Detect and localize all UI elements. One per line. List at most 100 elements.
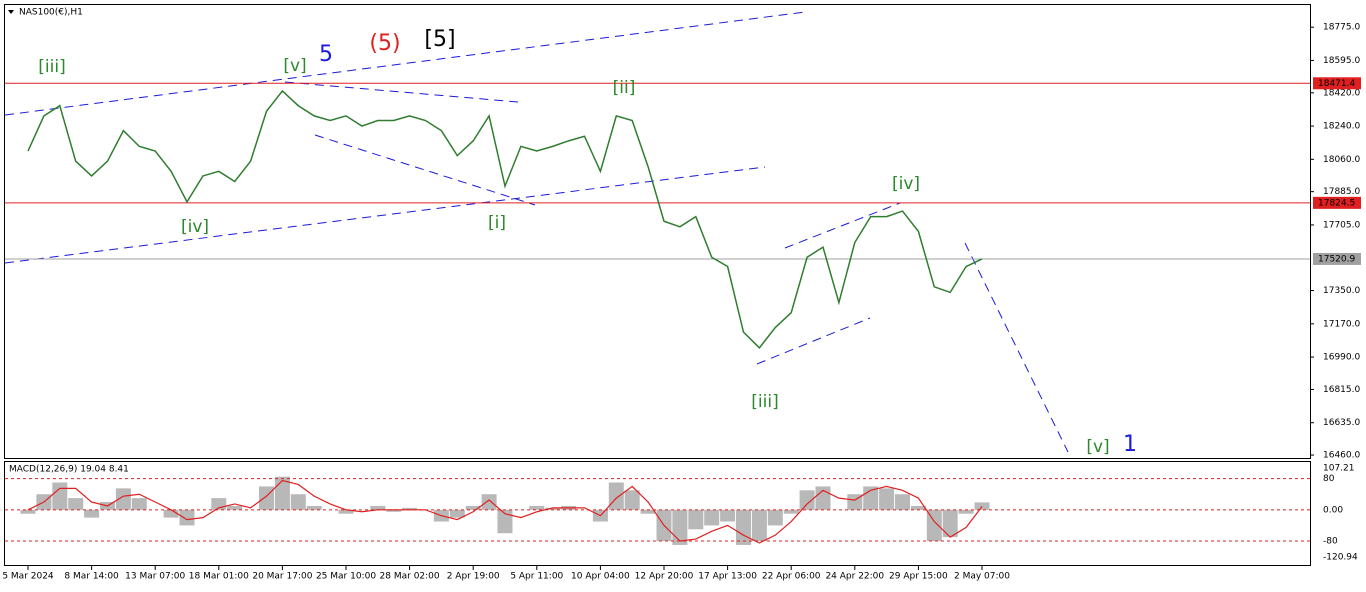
y-tick-label: 16815.0: [1323, 385, 1360, 395]
wave-label: [v]: [1086, 437, 1109, 457]
wave-label: 5: [319, 42, 333, 67]
macd-bar: [720, 509, 736, 522]
x-tick-label: 22 Apr 06:00: [762, 572, 821, 582]
y-tick-label: 0.00: [1323, 505, 1343, 515]
macd-bar: [783, 509, 799, 514]
x-tick-label: 17 Apr 13:00: [698, 572, 757, 582]
macd-bar: [338, 509, 354, 514]
y-tick-label: 18420.0: [1323, 88, 1360, 98]
x-tick-label: 25 Mar 10:00: [316, 572, 376, 582]
y-tick-label: 18595.0: [1323, 56, 1360, 66]
macd-bar: [974, 502, 990, 510]
wave-label: [iii]: [38, 57, 65, 77]
menu-arrow: [8, 10, 14, 14]
macd-bar: [131, 498, 147, 510]
x-tick-label: 24 Apr 22:00: [825, 572, 884, 582]
wave-label: 1: [1123, 432, 1137, 457]
macd-bar: [306, 505, 322, 510]
x-tick-label: 2 May 07:00: [954, 572, 1010, 582]
wave-label: (5): [369, 31, 400, 56]
macd-bar: [211, 498, 227, 510]
macd-bar: [926, 509, 942, 542]
signal-line: [27, 479, 983, 544]
macd-bar: [20, 509, 36, 514]
macd-bar: [910, 505, 926, 510]
main-panel: [4, 4, 1311, 459]
macd-bar: [545, 507, 561, 510]
x-tick-label: 5 Apr 11:00: [510, 572, 563, 582]
x-tick-label: 20 Mar 17:00: [252, 572, 312, 582]
y-tick-label: 17350.0: [1323, 286, 1360, 296]
y-tick-label: 107.21: [1323, 464, 1355, 474]
macd-bar: [370, 505, 386, 510]
trend-line: [4, 166, 766, 264]
wave-label: [5]: [424, 27, 455, 52]
macd-bar: [52, 482, 68, 510]
wave-label: [i]: [488, 213, 506, 233]
level-box: [1313, 77, 1361, 90]
macd-bar: [179, 509, 195, 526]
wave-label: [iii]: [751, 392, 778, 412]
y-tick-label: 18060.0: [1323, 155, 1360, 165]
macd-bar: [529, 505, 545, 510]
macd-bar: [624, 490, 640, 510]
y-tick-label: 16460.0: [1323, 451, 1360, 461]
macd-bar: [672, 509, 688, 545]
level-box: [1313, 196, 1361, 209]
level-label: 17824.5: [1318, 198, 1355, 208]
macd-bar: [688, 509, 704, 530]
x-tick-label: 13 Mar 07:00: [125, 572, 185, 582]
level-label: 17520.9: [1318, 254, 1355, 264]
level-box: [1313, 252, 1361, 265]
x-tick-label: 29 Apr 15:00: [889, 572, 948, 582]
macd-bar: [84, 509, 100, 518]
x-tick-label: 5 Mar 2024: [2, 572, 54, 582]
macd-panel: [4, 461, 1311, 566]
macd-bar: [608, 482, 624, 510]
trend-line: [284, 81, 519, 103]
x-tick-label: 18 Mar 01:00: [189, 572, 249, 582]
macd-bar: [704, 509, 720, 526]
wave-label: [iv]: [892, 174, 920, 194]
macd-bar: [115, 488, 131, 510]
wave-label: [v]: [283, 56, 306, 76]
macd-bar: [497, 509, 513, 534]
x-tick-label: 12 Apr 20:00: [635, 572, 694, 582]
wave-label: [iv]: [181, 217, 209, 237]
y-tick-label: 17170.0: [1323, 319, 1360, 329]
x-tick-label: 8 Mar 14:00: [64, 572, 119, 582]
trend-lines: [4, 11, 1069, 453]
macd-bar: [736, 509, 751, 545]
macd-bar: [958, 509, 974, 514]
y-tick-label: 16635.0: [1323, 418, 1360, 428]
macd-bar: [942, 509, 958, 538]
macd-bar: [799, 490, 815, 510]
y-tick-label: -120.94: [1323, 553, 1358, 563]
macd-bar: [640, 509, 656, 514]
macd-bar: [449, 509, 465, 518]
trend-line: [756, 317, 871, 365]
trend-line: [964, 242, 1069, 453]
y-tick-label: 17885.0: [1323, 187, 1360, 197]
level-label: 18471.4: [1318, 79, 1355, 89]
x-tick-label: 28 Mar 02:00: [380, 572, 440, 582]
macd-bar: [290, 494, 306, 510]
y-tick-label: 80: [1323, 474, 1335, 484]
macd-bar: [465, 505, 481, 510]
y-tick-label: 18240.0: [1323, 122, 1360, 132]
wave-label: [ii]: [613, 78, 636, 98]
macd-bar: [879, 488, 895, 510]
y-tick-label: 17705.0: [1323, 220, 1360, 230]
macd-bar: [68, 498, 84, 510]
trend-line: [314, 134, 536, 206]
y-tick-label: -80: [1323, 537, 1338, 547]
macd-bar: [163, 509, 179, 518]
price-line: [27, 89, 983, 349]
x-tick-label: 2 Apr 19:00: [447, 572, 500, 582]
macd-bar: [402, 507, 418, 510]
macd-bar: [767, 509, 783, 526]
trend-line: [784, 202, 901, 249]
macd-bar: [751, 509, 767, 542]
